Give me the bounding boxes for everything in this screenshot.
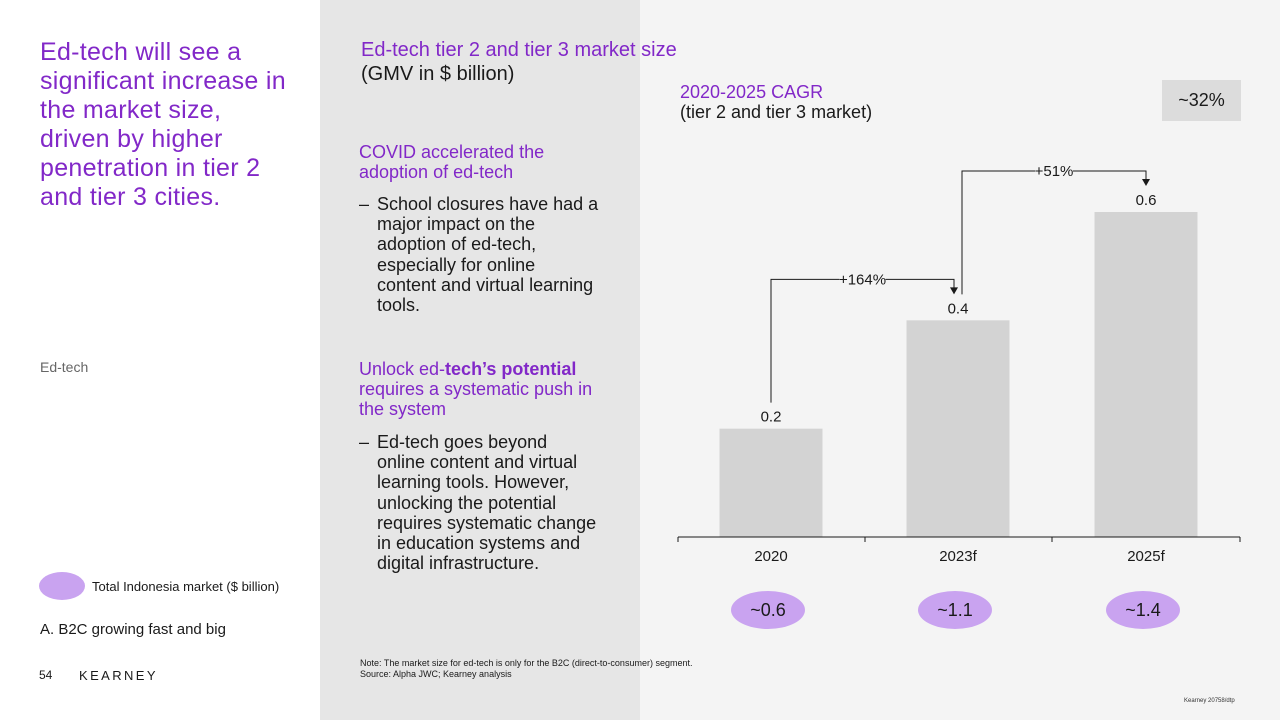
bullet-dash: –: [359, 194, 370, 214]
cagr-value-badge: ~32%: [1162, 80, 1241, 121]
block-heading-text: Unlock ed-: [359, 359, 446, 379]
bullet-text: School closures have had a major impact …: [377, 194, 599, 316]
total-ellipse: [918, 591, 992, 629]
total-value-label: ~1.4: [1125, 600, 1161, 620]
block-heading-unlock: Unlock ed-tech’s potential requires a sy…: [359, 359, 609, 419]
growth-label: +51%: [1035, 163, 1074, 180]
total-value-label: ~1.1: [937, 600, 973, 620]
growth-label-bg: [839, 270, 886, 289]
bullet-unlock: – Ed-tech goes beyond online content and…: [359, 432, 599, 573]
legend-ellipse-icon: [39, 572, 85, 600]
section-subtitle: A. B2C growing fast and big: [40, 621, 226, 638]
bullet-covid: – School closures have had a major impac…: [359, 194, 599, 315]
block-heading-text: COVID accelerated the adoption of ed-tec…: [359, 142, 545, 182]
footnote: Note: The market size for ed-tech is onl…: [360, 658, 692, 680]
bar-2020: [719, 428, 823, 537]
block-heading-bold: tech’s potential: [445, 359, 577, 379]
legend-label: Total Indonesia market ($ billion): [92, 578, 280, 594]
growth-label-bg: [1035, 162, 1073, 180]
page-headline: Ed-tech will see a significant increase …: [40, 38, 286, 211]
middle-panel: [320, 0, 640, 720]
x-tick-label: 2025f: [1127, 548, 1165, 565]
x-tick-label: 2020: [754, 548, 787, 565]
chart-subtitle: (GMV in $ billion): [361, 63, 515, 85]
growth-label: +164%: [839, 271, 886, 288]
chart-title: Ed-tech tier 2 and tier 3 market size: [361, 39, 677, 61]
bar-2023f: [906, 320, 1010, 537]
legend: Total Indonesia market ($ billion): [39, 572, 279, 600]
document-code: Kearney 20758/dtp: [1184, 698, 1235, 704]
footnote-note: Note: The market size for ed-tech is onl…: [360, 658, 693, 668]
bullet-text: Ed-tech goes beyond online content and v…: [377, 432, 597, 574]
x-tick-label: 2023f: [939, 548, 977, 565]
page-number: 54: [39, 668, 53, 682]
total-value-label: ~0.6: [750, 600, 786, 620]
bar-value-label: 0.4: [948, 300, 969, 317]
total-ellipse: [731, 591, 805, 629]
bar-value-label: 0.6: [1136, 192, 1157, 209]
growth-arrowhead-icon: [950, 287, 958, 295]
cagr-title: 2020-2025 CAGR: [680, 82, 824, 102]
section-tag: Ed-tech: [40, 359, 89, 375]
bar-value-label: 0.2: [761, 409, 782, 426]
cagr-subtitle: (tier 2 and tier 3 market): [680, 102, 873, 122]
growth-arrowhead-icon: [1142, 179, 1150, 186]
bar-2025f: [1094, 212, 1198, 537]
block-heading-covid: COVID accelerated the adoption of ed-tec…: [359, 142, 609, 182]
total-ellipse: [1106, 591, 1180, 629]
brand-logo: KEARNEY: [79, 668, 158, 683]
footnote-source: Source: Alpha JWC; Kearney analysis: [360, 669, 512, 679]
block-heading-text-rest: requires a systematic push in the system: [359, 379, 593, 419]
bullet-dash: –: [359, 432, 370, 452]
